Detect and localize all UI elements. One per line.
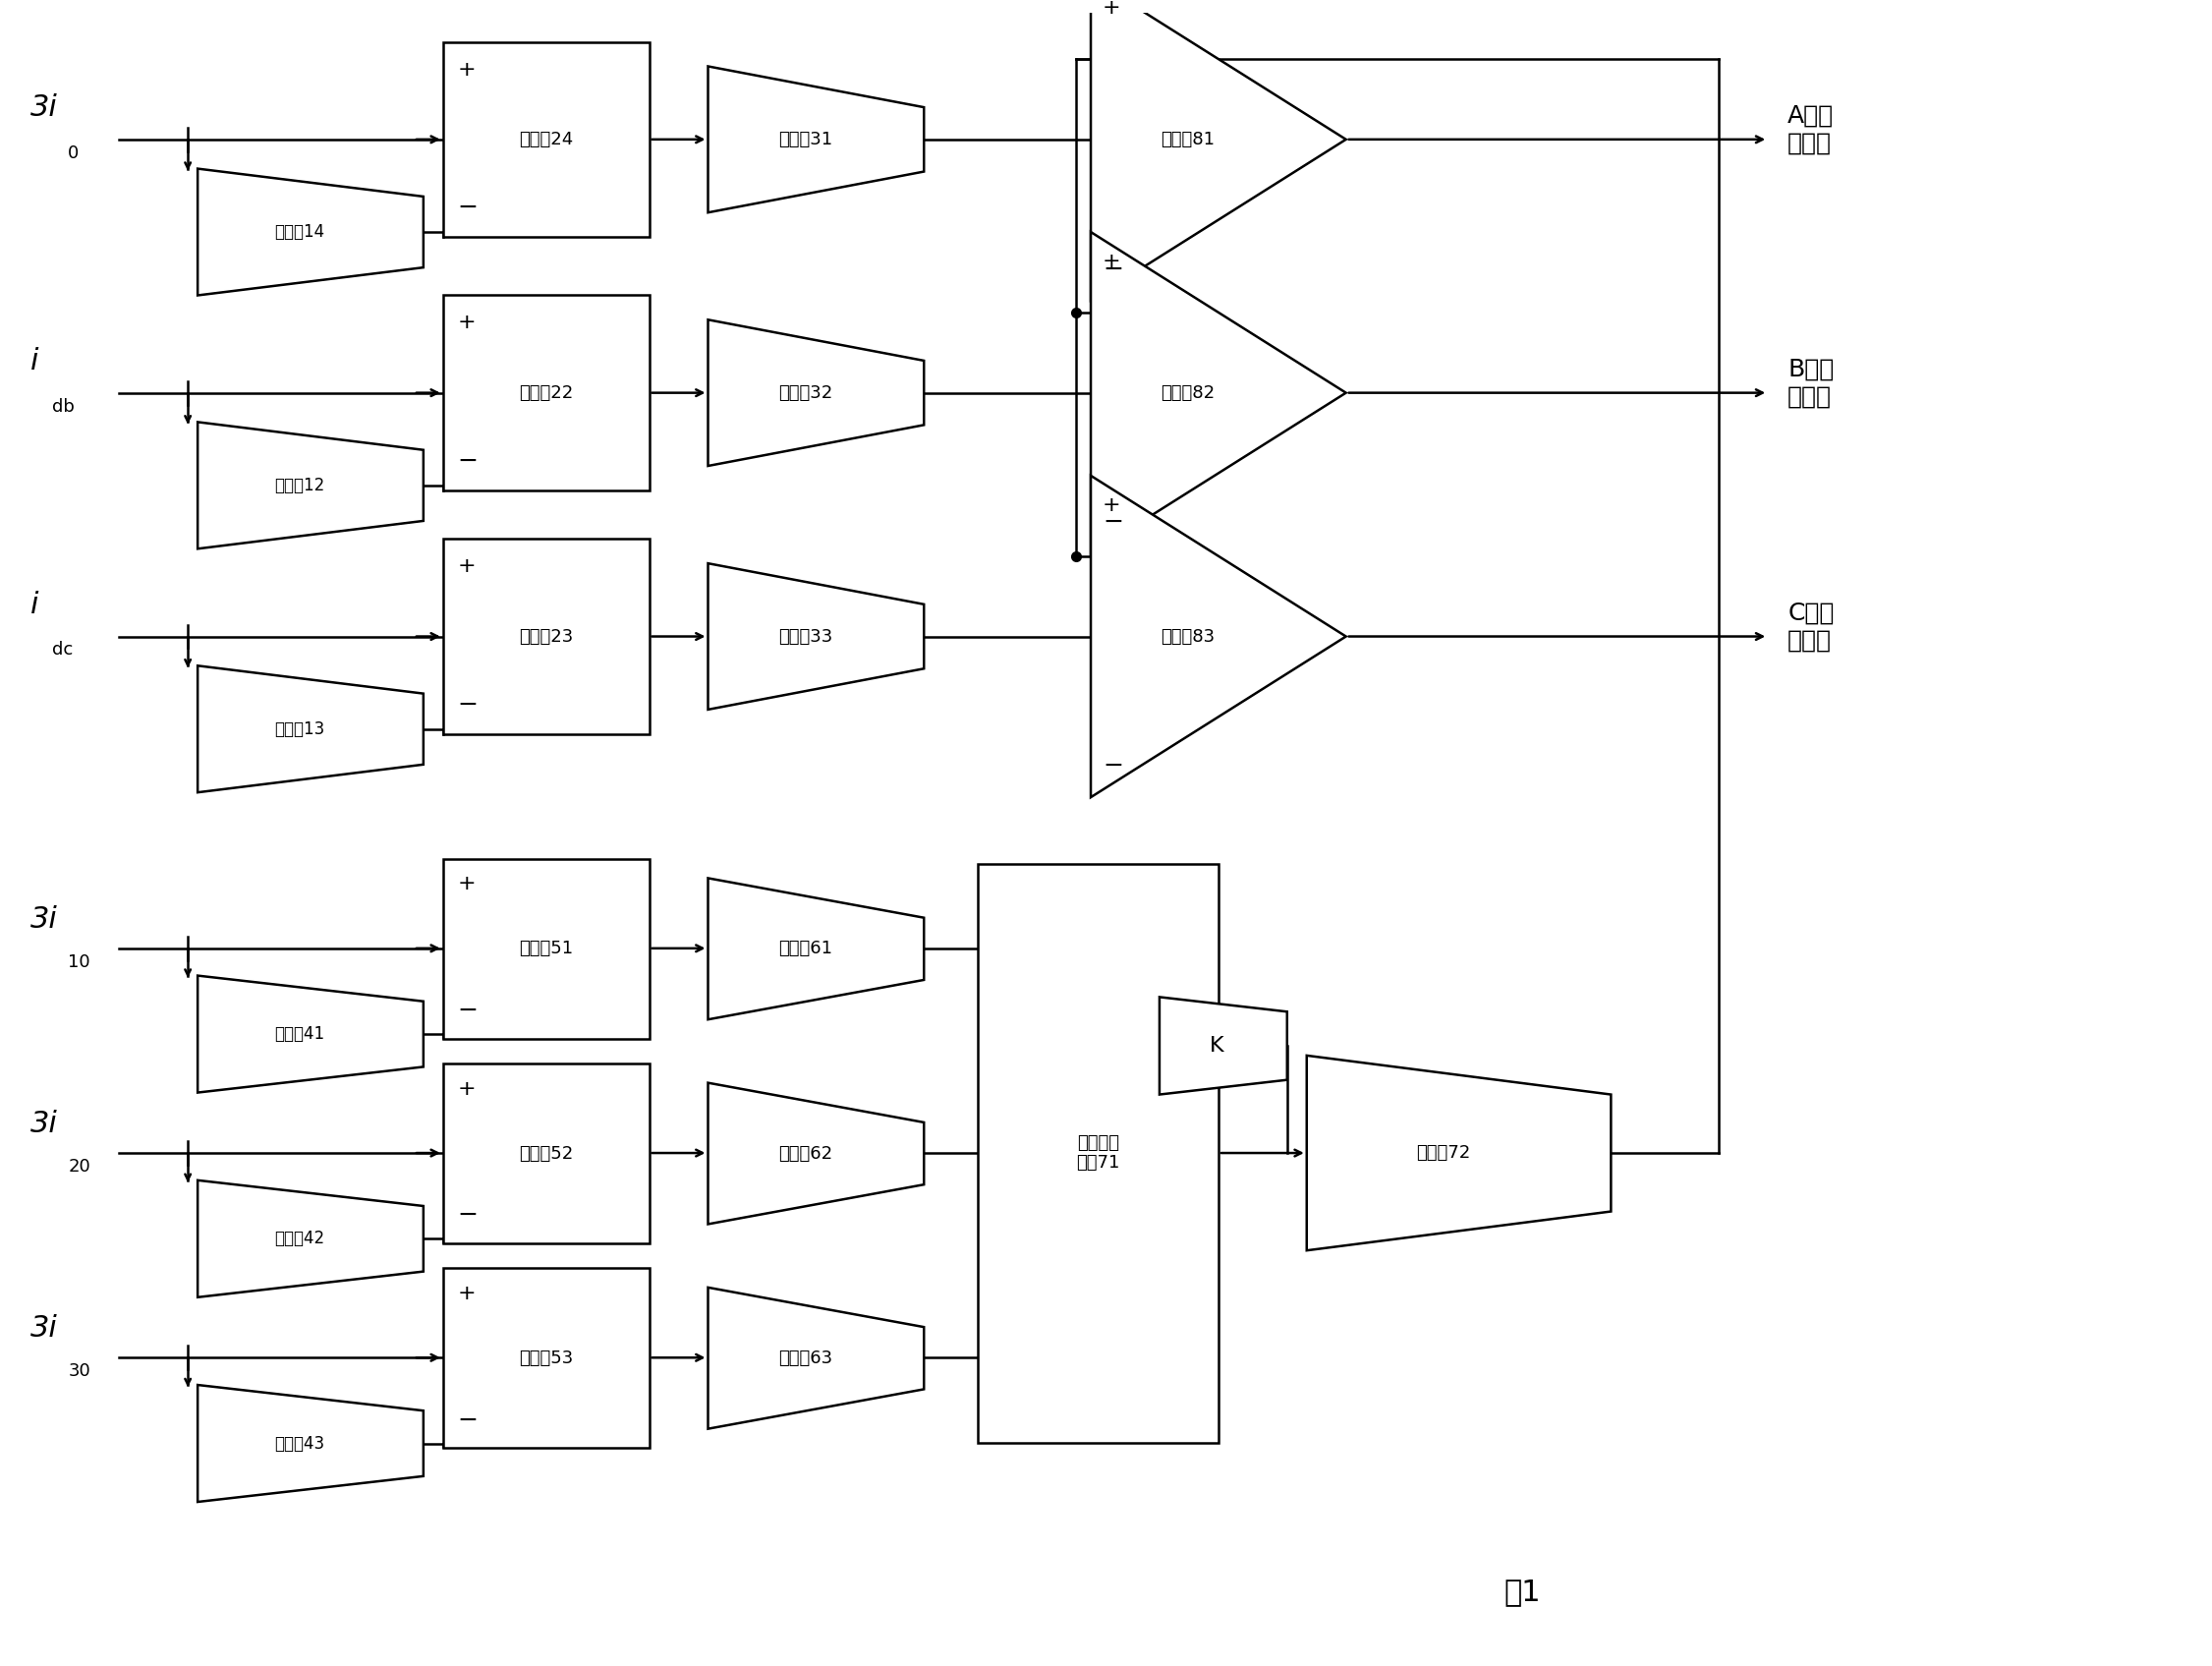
Text: 比较器81: 比较器81 <box>1161 130 1214 148</box>
Text: 10: 10 <box>69 953 91 971</box>
Text: −: − <box>458 1408 478 1431</box>
Polygon shape <box>708 1288 925 1429</box>
Text: +: + <box>458 875 476 895</box>
Text: +: + <box>458 60 476 80</box>
Text: 记忆器13: 记忆器13 <box>274 720 325 738</box>
Text: +: + <box>458 1283 476 1303</box>
Text: 3i: 3i <box>31 93 58 122</box>
Polygon shape <box>1307 1056 1610 1251</box>
Text: +: + <box>1102 0 1121 18</box>
Text: 滤波器31: 滤波器31 <box>779 130 832 148</box>
Text: 记忆器42: 记忆器42 <box>274 1230 325 1248</box>
Text: 记忆器12: 记忆器12 <box>274 476 325 495</box>
Polygon shape <box>1159 996 1287 1095</box>
Text: 3i: 3i <box>31 1314 58 1343</box>
Text: 20: 20 <box>69 1158 91 1176</box>
Text: +: + <box>458 556 476 576</box>
Text: 求最大值
电路71: 求最大值 电路71 <box>1077 1135 1119 1173</box>
Polygon shape <box>197 666 422 793</box>
Polygon shape <box>197 1384 422 1501</box>
Text: −: − <box>1102 257 1124 282</box>
Text: 滤波器61: 滤波器61 <box>779 940 832 958</box>
Bar <box>442 1268 648 1448</box>
Polygon shape <box>1091 476 1345 798</box>
Text: db: db <box>53 398 75 415</box>
Text: dc: dc <box>53 641 73 660</box>
Text: +: + <box>458 313 476 333</box>
Bar <box>442 858 648 1040</box>
Text: 图1: 图1 <box>1504 1578 1542 1606</box>
Text: 减法器24: 减法器24 <box>520 130 573 148</box>
Text: 滤波器33: 滤波器33 <box>779 628 832 645</box>
Text: i: i <box>31 590 40 618</box>
Text: −: − <box>1102 510 1124 535</box>
Text: 记忆器14: 记忆器14 <box>274 223 325 242</box>
Text: 3i: 3i <box>31 905 58 933</box>
Text: 滤波器63: 滤波器63 <box>779 1349 832 1368</box>
Polygon shape <box>708 563 925 710</box>
Text: 30: 30 <box>69 1363 91 1379</box>
Text: −: − <box>1102 755 1124 778</box>
Text: 减法器23: 减法器23 <box>520 628 573 645</box>
Text: −: − <box>458 1000 478 1023</box>
Text: 比较器82: 比较器82 <box>1161 383 1214 402</box>
Text: 比较器83: 比较器83 <box>1161 628 1214 645</box>
Bar <box>442 1063 648 1243</box>
Polygon shape <box>197 168 422 295</box>
Polygon shape <box>1091 232 1345 553</box>
Text: +: + <box>458 1080 476 1098</box>
Text: A相制
动信号: A相制 动信号 <box>1787 105 1834 155</box>
Polygon shape <box>708 878 925 1020</box>
Text: +: + <box>1102 252 1121 272</box>
Text: 记忆器41: 记忆器41 <box>274 1025 325 1043</box>
Text: K: K <box>1210 1036 1223 1056</box>
Polygon shape <box>708 320 925 466</box>
Text: B相制
动信号: B相制 动信号 <box>1787 358 1834 408</box>
Text: −: − <box>458 1203 478 1228</box>
Polygon shape <box>197 421 422 548</box>
Text: 记忆器43: 记忆器43 <box>274 1434 325 1453</box>
Text: 减法器22: 减法器22 <box>520 383 573 402</box>
Text: −: − <box>458 195 478 220</box>
Bar <box>442 540 648 735</box>
Text: 减法器51: 减法器51 <box>520 940 573 958</box>
Text: −: − <box>458 693 478 716</box>
Text: 0: 0 <box>69 145 80 162</box>
Text: 滤波器62: 滤波器62 <box>779 1145 832 1163</box>
Polygon shape <box>708 67 925 213</box>
Text: +: + <box>1102 495 1121 515</box>
Polygon shape <box>197 976 422 1093</box>
Text: i: i <box>31 347 40 375</box>
Text: 滤波器32: 滤波器32 <box>779 383 832 402</box>
Text: 乘法器72: 乘法器72 <box>1416 1145 1471 1161</box>
Text: −: − <box>458 450 478 473</box>
Polygon shape <box>197 1180 422 1298</box>
Polygon shape <box>708 1083 925 1225</box>
Text: 减法器53: 减法器53 <box>520 1349 573 1368</box>
Bar <box>442 42 648 237</box>
Text: 减法器52: 减法器52 <box>520 1145 573 1163</box>
Text: C相制
动信号: C相制 动信号 <box>1787 601 1834 651</box>
Polygon shape <box>1091 0 1345 300</box>
Bar <box>978 863 1219 1443</box>
Text: 3i: 3i <box>31 1110 58 1138</box>
Bar <box>442 295 648 490</box>
